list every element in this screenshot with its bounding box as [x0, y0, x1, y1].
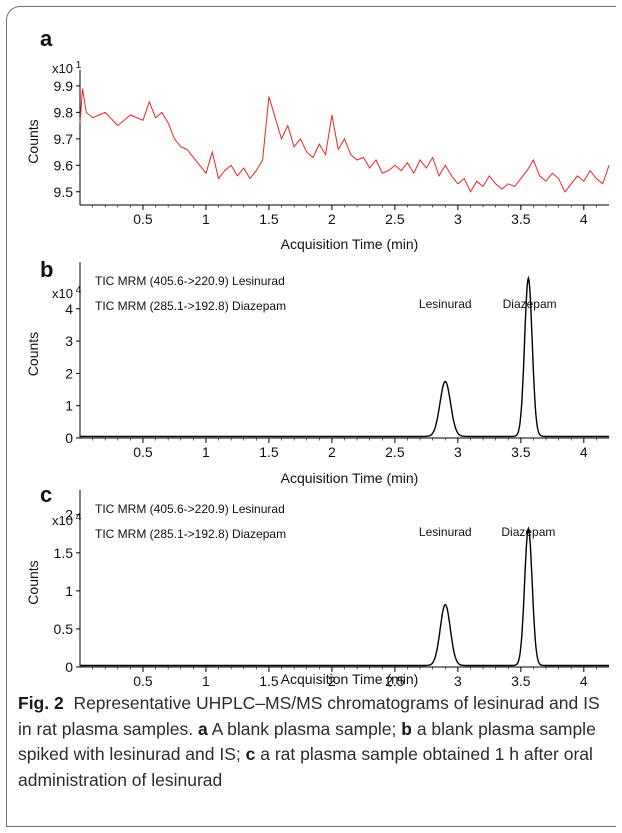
panel-c-x-tick-label: 3.5: [511, 673, 531, 689]
panel-a-x-tick-label: 1.5: [259, 211, 279, 227]
panel-b-y-tick-label: 3: [65, 333, 73, 349]
caption-b-label: b: [401, 718, 412, 739]
panel-b-trace-line: [80, 275, 609, 438]
caption-a-label: a: [197, 718, 208, 739]
panel-b-y-tick-label: 4: [65, 301, 73, 317]
panel-c-y-tick-label: 0: [65, 659, 73, 675]
caption-c-text: a rat plasma sample obtained 1 h after o…: [18, 744, 593, 790]
panel-b-legend-entry: TIC MRM (285.1->192.8) Diazepam: [95, 299, 286, 313]
panel-c-y-tick-label: 1: [65, 583, 73, 599]
panel-b-x-tick-label: 2.5: [385, 444, 405, 460]
panel-b-x-axis-label: Acquisition Time (min): [281, 470, 419, 486]
caption-lead: Representative UHPLC–MS/MS chromatograms…: [18, 693, 600, 739]
panel-b-legend-entry: TIC MRM (405.6->220.9) Lesinurad: [95, 274, 285, 288]
caption-a-text: A blank plasma sample;: [207, 718, 402, 739]
panel-b-peak-label: Diazepam: [503, 297, 557, 311]
panel-a-y-tick-label: 9.6: [54, 157, 74, 173]
panel-a-y-tick-label: 9.9: [54, 78, 74, 94]
panel-a-x-tick-label: 3: [454, 211, 462, 227]
panel-c-x-tick-label: 4: [580, 673, 588, 689]
panel-a-y-axis-label: Counts: [25, 119, 41, 163]
panel-b-scale-label: x10 4: [52, 285, 82, 301]
panel-c-legend-entry: TIC MRM (285.1->192.8) Diazepam: [95, 527, 286, 541]
panel-c-peak-label: Diazepam: [501, 525, 555, 539]
panel-a-label: a: [40, 26, 53, 51]
panel-c-peak-label: Lesinurad: [419, 525, 472, 539]
panel-b-x-tick-label: 2: [328, 444, 336, 460]
figure-frame: [6, 6, 616, 827]
panel-a-x-tick-label: 0.5: [133, 211, 153, 227]
panel-b-label: b: [40, 257, 53, 282]
panel-b-x-tick-label: 1: [202, 444, 210, 460]
panel-c-x-tick-label: 1.5: [259, 673, 279, 689]
panel-b-x-tick-label: 1.5: [259, 444, 279, 460]
panel-a-y-tick-label: 9.5: [54, 184, 74, 200]
panel-c-legend-entry: TIC MRM (405.6->220.9) Lesinurad: [95, 502, 285, 516]
panel-b-x-tick-label: 4: [580, 444, 588, 460]
panel-b-x-tick-label: 3.5: [511, 444, 531, 460]
panel-a-x-tick-label: 1: [202, 211, 210, 227]
panel-c-y-tick-label: 2: [65, 507, 73, 523]
panel-c-trace-line: [80, 526, 609, 667]
panel-c-y-tick-label: 0.5: [54, 621, 74, 637]
panel-b-x-tick-label: 0.5: [133, 444, 153, 460]
panel-c-y-axis-label: Counts: [25, 560, 41, 604]
panel-b-y-tick-label: 2: [65, 365, 73, 381]
panel-a-trace-line: [79, 88, 610, 193]
panel-b-y-tick-label: 1: [65, 398, 73, 414]
panel-a-y-tick-label: 9.7: [54, 131, 74, 147]
panel-a-x-tick-label: 2.5: [385, 211, 405, 227]
panel-a-y-tick-label: 9.8: [54, 104, 74, 120]
panel-c-x-tick-label: 1: [202, 673, 210, 689]
caption-c-label: c: [245, 744, 256, 764]
panel-c-y-tick-label: 1.5: [54, 545, 74, 561]
panel-c-x-tick-label: 3: [454, 673, 462, 689]
panel-b-x-tick-label: 3: [454, 444, 462, 460]
chromatogram-figure: a x10 1 0.5 1 1.5 2 2.5 3 3.5 4 9.5 9.6 9.7 9.8 9.9 Acq…: [25, 26, 610, 689]
panel-a-scale-label: x10 1: [52, 60, 82, 76]
panel-c-x-tick-label: 2.5: [385, 673, 405, 689]
panel-a-x-tick-label: 3.5: [511, 211, 531, 227]
caption-fig-label: Fig. 2: [18, 693, 64, 713]
panel-c-x-tick-label: 0.5: [133, 673, 153, 689]
panel-a-x-tick-label: 4: [580, 211, 588, 227]
figure-caption: Fig. 2 Representative UHPLC–MS/MS chroma…: [18, 691, 608, 793]
panel-c-x-axis-label: Acquisition Time (min): [281, 671, 419, 687]
panel-c-x-tick-label: 2: [328, 673, 336, 689]
panel-b-peak-label: Lesinurad: [419, 297, 472, 311]
panel-c-scale-label: x10 4: [52, 512, 82, 528]
panel-b-y-axis-label: Counts: [25, 332, 41, 376]
caption-b-text: a blank plasma sample spiked with lesinu…: [18, 718, 596, 765]
panel-a-x-tick-label: 2: [328, 211, 336, 227]
panel-a-x-axis-label: Acquisition Time (min): [281, 236, 419, 252]
panel-b-y-tick-label: 0: [65, 430, 73, 446]
panel-c-label: c: [40, 482, 52, 507]
